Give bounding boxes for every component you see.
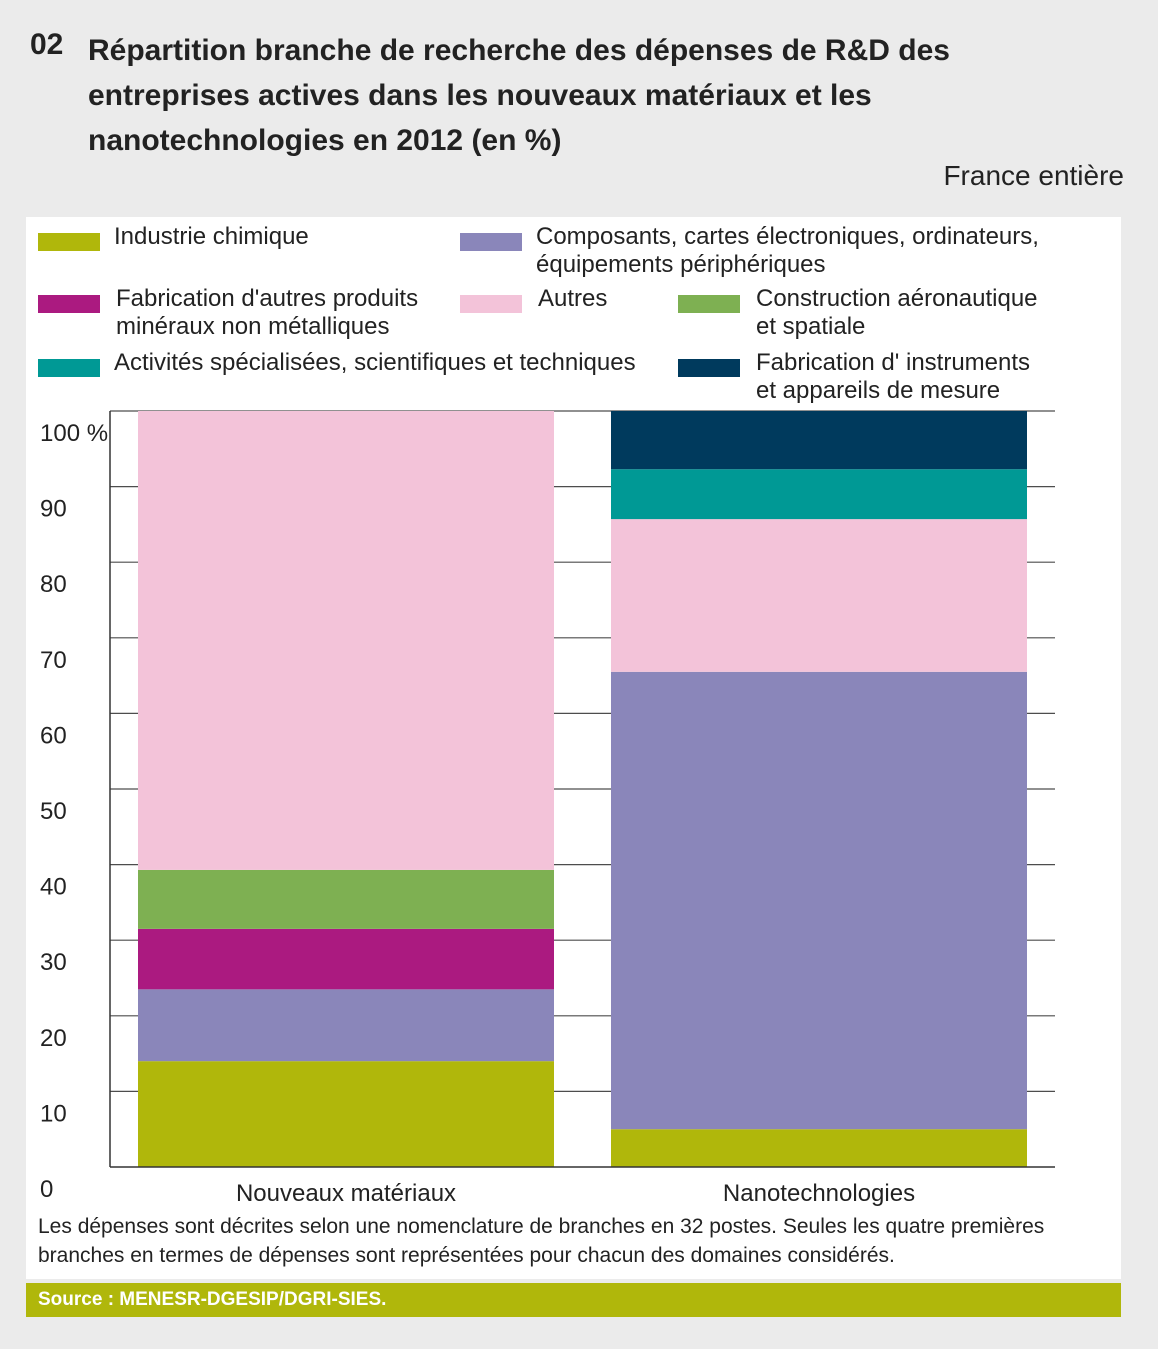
bar-segment (138, 928, 554, 990)
legend-swatch (38, 359, 100, 377)
y-tick-label: 60 (40, 722, 67, 749)
legend-swatch (678, 359, 740, 377)
legend-swatch (678, 295, 740, 313)
bar-segment (138, 411, 554, 870)
y-tick-label: 30 (40, 949, 67, 976)
y-tick-label: 90 (40, 496, 67, 523)
y-tick-label: 70 (40, 647, 67, 674)
bar-segment (611, 1129, 1027, 1167)
legend-label: Construction aéronautique et spatiale (756, 285, 1038, 340)
y-tick-label: 0 (40, 1176, 53, 1203)
legend-label: Composants, cartes électroniques, ordina… (536, 223, 1039, 278)
y-tick-label: 40 (40, 874, 67, 901)
y-tick-label: 100 % (40, 420, 108, 447)
chart-note: Les dépenses sont décrites selon une nom… (38, 1215, 1045, 1267)
bar-segment (138, 1061, 554, 1167)
bar-segment (611, 671, 1027, 1130)
bars (138, 411, 1027, 1167)
legend-label: Industrie chimique (114, 223, 309, 250)
y-tick-label: 50 (40, 798, 67, 825)
bar-segment (138, 989, 554, 1062)
bar-segment (138, 869, 554, 929)
legend-label: Autres (538, 285, 608, 312)
legend-label: Activités spécialisées, scientifiques et… (114, 349, 636, 376)
legend-label: Fabrication d' instruments et appareils … (756, 349, 1031, 404)
source-bar: Source : MENESR-DGESIP/DGRI-SIES. (26, 1283, 1121, 1317)
bar-segment (611, 411, 1027, 470)
legend-label: Fabrication d'autres produits minéraux n… (116, 285, 419, 340)
source-text: Source : MENESR-DGESIP/DGRI-SIES. (38, 1289, 387, 1310)
figure-number: 02 (30, 28, 64, 61)
chart-title: Répartition branche de recherche des dép… (88, 34, 950, 157)
bar-segment (611, 519, 1027, 672)
y-tick-label: 20 (40, 1025, 67, 1052)
legend-swatch (38, 295, 100, 313)
y-tick-label: 10 (40, 1100, 67, 1127)
axes: 0 10 20 30 40 50 60 70 80 90 100 % Nouveaux matéria… (40, 411, 1055, 1207)
x-category-label: Nouveaux matériaux (236, 1180, 456, 1207)
legend-swatch (460, 295, 522, 313)
y-tick-label: 80 (40, 571, 67, 598)
x-category-label: Nanotechnologies (723, 1180, 915, 1207)
legend-swatch (460, 233, 522, 251)
bar-segment (611, 469, 1027, 520)
chart-subtitle: France entière (943, 160, 1124, 191)
legend-swatch (38, 233, 100, 251)
